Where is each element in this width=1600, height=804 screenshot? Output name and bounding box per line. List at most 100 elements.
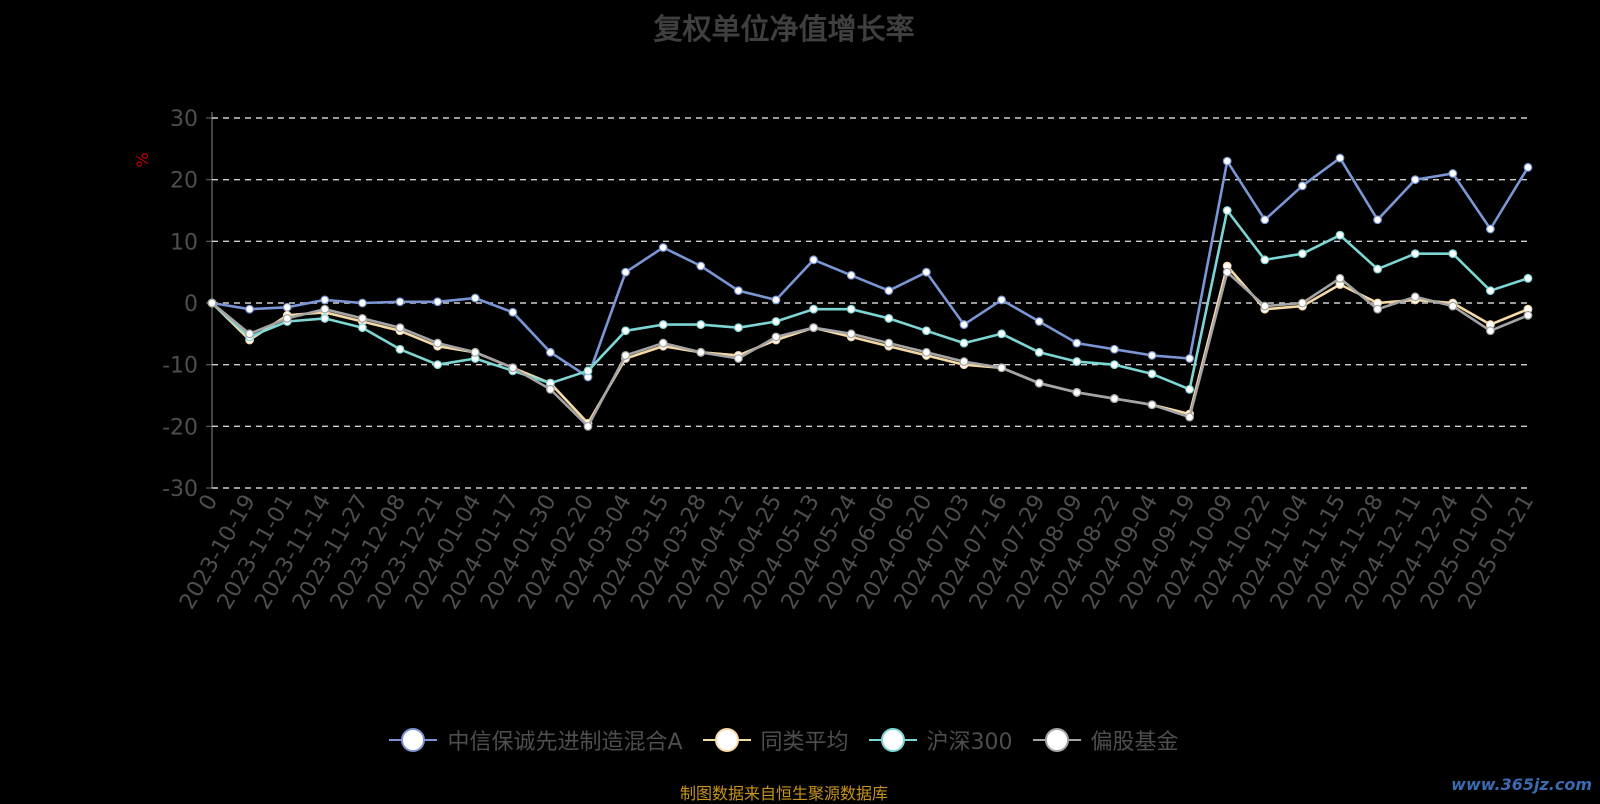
y-axis-label: % [133, 152, 152, 167]
legend-label: 沪深300 [926, 730, 1013, 755]
legend-marker [1044, 728, 1069, 752]
data-point [997, 295, 1006, 305]
data-point [1185, 412, 1194, 422]
y-tick-label: 10 [170, 230, 198, 255]
data-point [1523, 310, 1533, 320]
data-point [922, 326, 931, 336]
data-point [320, 295, 330, 305]
data-point [546, 384, 555, 394]
data-point [1335, 153, 1345, 163]
data-point [997, 329, 1006, 339]
data-point [1485, 224, 1495, 234]
data-point [433, 297, 443, 307]
data-point [884, 286, 894, 296]
data-point [470, 347, 480, 357]
data-point [621, 267, 630, 277]
data-point [1523, 162, 1533, 172]
data-point [846, 329, 856, 339]
y-tick-label: 0 [184, 292, 198, 317]
data-point [1222, 267, 1232, 277]
source-note: 制图数据来自恒生聚源数据库 [679, 784, 888, 803]
data-point [1373, 215, 1382, 225]
data-point [1034, 378, 1044, 388]
data-point [395, 297, 405, 307]
data-point [1485, 286, 1495, 296]
legend-symbol-icon [702, 727, 751, 753]
gridlines [206, 112, 1528, 489]
data-point [1147, 369, 1157, 379]
data-point [245, 329, 255, 339]
y-tick-label: 30 [170, 107, 198, 132]
data-point [734, 323, 743, 333]
data-point [282, 314, 292, 323]
y-tick-label: -20 [162, 415, 198, 440]
data-point [1523, 273, 1533, 283]
data-point [1222, 206, 1232, 215]
legend-symbol-icon [1032, 727, 1081, 753]
data-point [1147, 351, 1157, 360]
data-point [546, 347, 555, 357]
legend-label: 同类平均 [760, 730, 849, 755]
data-point [1260, 215, 1270, 225]
data-point [696, 261, 706, 271]
y-axis-ticks: 30 20 10 0 -10 -20 -30 [162, 107, 198, 502]
data-point [282, 302, 292, 312]
series-line [210, 264, 1530, 425]
data-point [358, 298, 367, 308]
data-point [1410, 175, 1420, 185]
legend-item-csi300[interactable]: 沪深300 [868, 724, 1013, 756]
data-point [245, 304, 255, 314]
data-point [846, 270, 856, 280]
data-point [1072, 338, 1082, 348]
series-3 [207, 267, 1533, 431]
legend-item-fund[interactable]: 中信保诚先进制造混合A [389, 724, 683, 756]
data-point [922, 267, 931, 277]
legend: 中信保诚先进制造混合A 同类平均 沪深300 偏股基金 [0, 720, 1568, 760]
data-point [395, 323, 405, 333]
watermark: www.365jz.com [1451, 775, 1592, 794]
data-point [1185, 384, 1194, 394]
data-point [997, 363, 1006, 373]
series-line [210, 156, 1530, 379]
data-point [1297, 181, 1307, 191]
data-point [658, 338, 668, 348]
data-point [696, 347, 706, 357]
data-point [1185, 354, 1194, 363]
data-point [1335, 230, 1345, 240]
data-point [771, 295, 781, 305]
y-tick-label: -30 [162, 477, 198, 502]
data-point [1335, 273, 1345, 283]
data-point [358, 323, 367, 333]
data-point [959, 338, 969, 348]
x-axis-ticks: 02023-10-192023-11-012023-11-142023-11-2… [175, 490, 1539, 613]
series-lines [207, 153, 1533, 431]
data-point [1034, 317, 1044, 326]
legend-symbol-icon [868, 727, 917, 753]
data-point [846, 304, 856, 314]
data-point [1297, 249, 1307, 259]
data-point [734, 286, 743, 296]
data-point [884, 338, 894, 348]
y-tick-label: -10 [162, 354, 198, 379]
data-point [621, 351, 630, 360]
data-point [395, 344, 405, 354]
data-point [1109, 360, 1119, 370]
data-point [433, 360, 443, 370]
legend-item-category-average[interactable]: 同类平均 [702, 724, 849, 756]
legend-item-equity-funds[interactable]: 偏股基金 [1032, 724, 1179, 756]
data-point [1485, 326, 1495, 336]
data-point [1109, 344, 1119, 354]
data-point [1448, 301, 1458, 311]
legend-marker [714, 728, 739, 752]
series-line [210, 270, 1530, 428]
data-point [320, 304, 330, 314]
chart-area: % 30 20 10 0 -10 -20 -30 02023-10-192023-11-01… [133, 107, 1539, 614]
data-point [959, 320, 969, 329]
chart-title: 复权单位净值增长率 [653, 12, 915, 46]
data-point [433, 338, 443, 348]
data-point [1448, 169, 1458, 178]
legend-marker [880, 728, 905, 752]
data-point [1373, 264, 1382, 274]
data-point [696, 320, 706, 329]
data-point [583, 366, 593, 376]
